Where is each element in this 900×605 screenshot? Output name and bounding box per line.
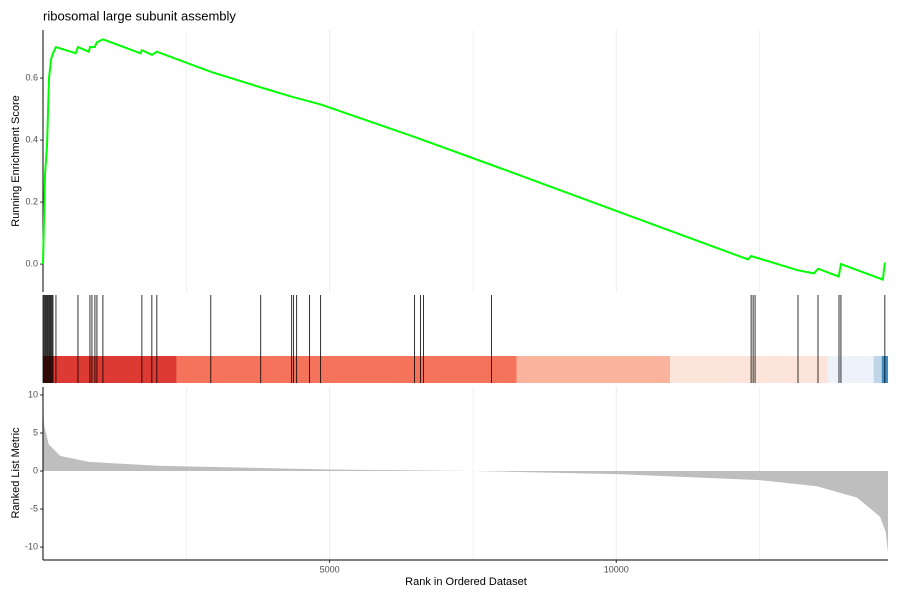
y-tick-label: 0.0 bbox=[25, 258, 38, 268]
metric-area bbox=[43, 402, 888, 553]
y-tick-label: 0.2 bbox=[25, 196, 38, 206]
color-band bbox=[873, 356, 882, 383]
y-axis-label: Ranked List Metric bbox=[10, 427, 22, 519]
y-axis-label: Running Enrichment Score bbox=[10, 95, 22, 226]
y-tick-label: 5 bbox=[33, 427, 38, 437]
y-tick-label: 0 bbox=[33, 465, 38, 475]
y-tick-label: 0.6 bbox=[25, 72, 38, 82]
chart-title: ribosomal large subunit assembly bbox=[43, 8, 236, 23]
enrichment-line bbox=[42, 38, 886, 281]
y-tick-label: 0.4 bbox=[25, 134, 38, 144]
color-band bbox=[670, 356, 828, 383]
color-band bbox=[43, 356, 177, 383]
color-band bbox=[516, 356, 671, 383]
y-tick-label: 10 bbox=[28, 389, 38, 399]
y-tick-label: -10 bbox=[25, 541, 38, 551]
x-axis-label: Rank in Ordered Dataset bbox=[405, 576, 527, 588]
y-tick-label: -5 bbox=[30, 503, 38, 513]
x-tick-label: 10000 bbox=[604, 564, 629, 574]
color-band bbox=[176, 356, 517, 383]
x-tick-label: 5000 bbox=[320, 564, 340, 574]
color-band bbox=[827, 356, 874, 383]
